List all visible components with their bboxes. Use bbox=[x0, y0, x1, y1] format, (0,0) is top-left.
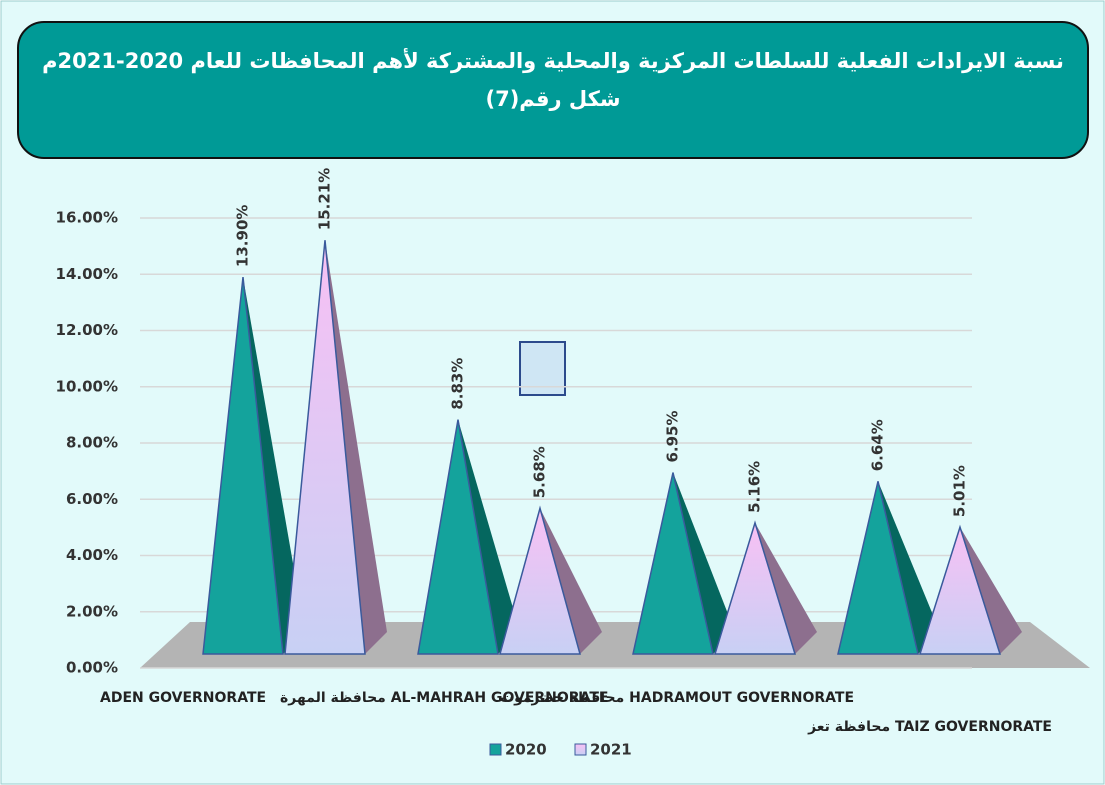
pyramid bbox=[202, 276, 284, 655]
y-tick-label: 16.00% bbox=[56, 209, 118, 227]
pyramid bbox=[284, 240, 366, 655]
pyramid-side bbox=[243, 277, 305, 654]
pyramid bbox=[499, 505, 581, 655]
pyramid-side bbox=[540, 508, 602, 654]
x-tick-label: ADEN GOVERNORATE bbox=[100, 690, 266, 706]
x-tick-label: محافظة المهرة AL-MAHRAH GOVERNORATE bbox=[280, 690, 608, 706]
y-tick-label: 4.00% bbox=[66, 546, 118, 564]
pyramid bbox=[918, 524, 1002, 655]
value-label: 5.16% bbox=[746, 461, 764, 513]
y-tick-label: 12.00% bbox=[56, 321, 118, 339]
pyramid-side bbox=[878, 481, 940, 654]
pyramid bbox=[632, 472, 714, 655]
pyramid bbox=[713, 520, 797, 655]
pyramid bbox=[837, 481, 919, 655]
y-tick-label: 8.00% bbox=[66, 434, 118, 452]
value-label: 8.83% bbox=[449, 358, 467, 410]
chart-title: نسبة الايرادات الفعلية للسلطات المركزية … bbox=[42, 47, 1064, 73]
x-tick-label: محافظة حضرموت HADRAMOUT GOVERNORATE bbox=[500, 690, 854, 706]
title-box bbox=[17, 21, 1089, 159]
y-tick-label: 14.00% bbox=[56, 265, 118, 283]
value-label: 13.90% bbox=[234, 205, 252, 267]
pyramid-side bbox=[755, 522, 817, 654]
y-tick-label: 2.00% bbox=[66, 602, 118, 620]
y-tick-label: 6.00% bbox=[66, 490, 118, 508]
y-tick-label: 10.00% bbox=[56, 377, 118, 395]
value-label: 5.01% bbox=[951, 465, 969, 517]
value-label: 5.68% bbox=[531, 446, 549, 498]
legend-swatch bbox=[574, 743, 587, 756]
y-tick-label: 0.00% bbox=[66, 659, 118, 677]
x-tick-label: محافظة تعز TAIZ GOVERNORATE bbox=[807, 719, 1052, 735]
legend-label: 2021 bbox=[590, 741, 632, 759]
value-label: 6.95% bbox=[664, 410, 682, 462]
pyramid-side bbox=[325, 240, 387, 654]
chart-subtitle: شكل رقم(7) bbox=[485, 87, 620, 111]
legend-swatch bbox=[489, 743, 502, 756]
value-label: 15.21% bbox=[316, 168, 334, 230]
pyramid-side bbox=[673, 472, 735, 654]
legend-label: 2020 bbox=[505, 741, 547, 759]
pyramid-side bbox=[458, 419, 520, 654]
pyramid-side bbox=[960, 527, 1022, 654]
value-label: 6.64% bbox=[869, 419, 887, 471]
pyramid bbox=[417, 419, 499, 655]
